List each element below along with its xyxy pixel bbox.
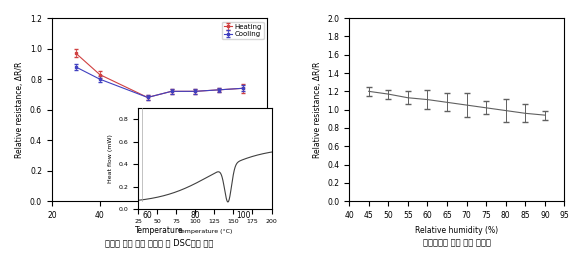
Y-axis label: Relative resistance, ΔR/R: Relative resistance, ΔR/R (313, 61, 321, 158)
Text: 온도에 따른 상대 저항값 및 DSC측정 결과: 온도에 따른 상대 저항값 및 DSC측정 결과 (105, 239, 214, 248)
X-axis label: Relative humidity (%): Relative humidity (%) (415, 225, 498, 235)
X-axis label: Temperature (°C): Temperature (°C) (177, 229, 232, 234)
Text: 상대습도에 따른 상대 저항값: 상대습도에 따른 상대 저항값 (423, 239, 491, 248)
Y-axis label: Heat flow (mW): Heat flow (mW) (108, 134, 113, 183)
Y-axis label: Relative resistance, ΔR/R: Relative resistance, ΔR/R (16, 61, 24, 158)
Legend: Heating, Cooling: Heating, Cooling (222, 21, 264, 39)
X-axis label: Temperature: Temperature (135, 225, 184, 235)
